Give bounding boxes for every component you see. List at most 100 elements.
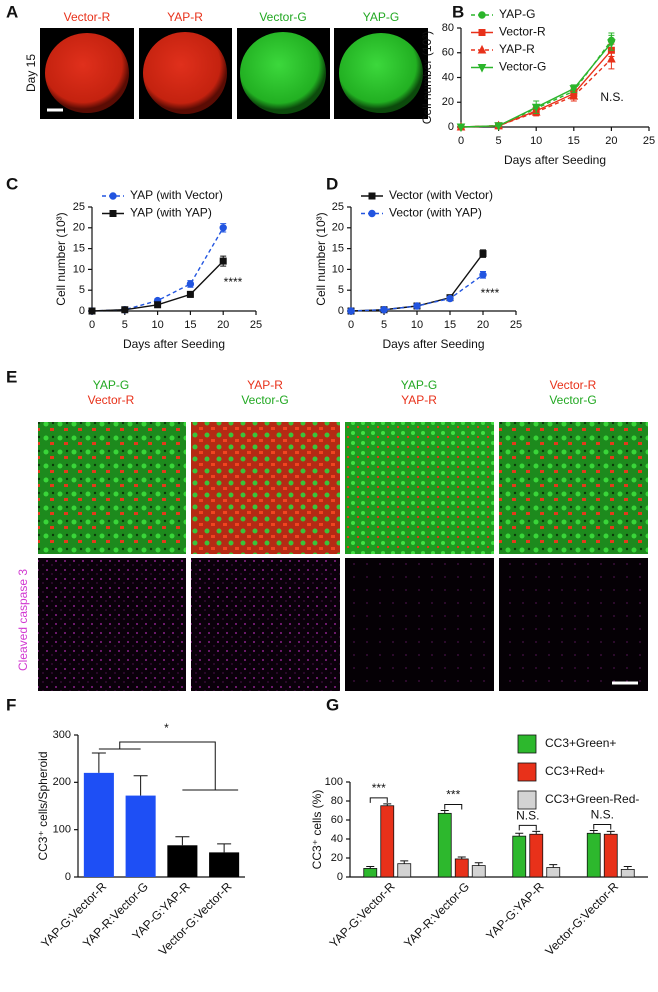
column-label: YAP-G bbox=[401, 378, 437, 392]
legend-swatch bbox=[517, 734, 537, 754]
x-tick-label: YAP-G:YAP-R bbox=[483, 879, 547, 943]
legend-label: Vector-R bbox=[499, 25, 546, 39]
panel-label: D bbox=[326, 174, 338, 193]
data-point bbox=[569, 90, 579, 100]
error-bar bbox=[133, 775, 148, 796]
significance-bracket bbox=[518, 824, 537, 831]
annotation: * bbox=[164, 721, 169, 735]
error-bar bbox=[217, 843, 232, 853]
error-bar bbox=[606, 830, 615, 835]
column-label: YAP-R bbox=[247, 378, 283, 392]
x-tick-label: 5 bbox=[381, 319, 387, 331]
panel-label: G bbox=[326, 695, 339, 714]
x-tick-label: 0 bbox=[89, 319, 95, 331]
y-axis-title: Cell number (10³) bbox=[420, 31, 434, 124]
legend-label: Vector-G bbox=[499, 60, 546, 74]
row-label: Day 15 bbox=[24, 54, 38, 92]
column-label: Vector-G bbox=[241, 393, 288, 407]
y-tick-label: 5 bbox=[79, 284, 85, 296]
bar bbox=[454, 858, 469, 878]
y-tick-label: 60 bbox=[442, 47, 454, 59]
legend-marker bbox=[109, 210, 117, 217]
y-axis-title: CC3⁺ cells (%) bbox=[310, 790, 324, 870]
annotation: **** bbox=[481, 286, 500, 300]
data-point bbox=[479, 271, 487, 279]
data-point bbox=[607, 39, 616, 48]
y-tick-label: 40 bbox=[331, 833, 343, 845]
panel-label: C bbox=[6, 174, 18, 193]
bar bbox=[437, 812, 452, 878]
data-point bbox=[479, 250, 487, 258]
y-tick-label: 25 bbox=[332, 201, 344, 213]
y-tick-label: 20 bbox=[442, 96, 454, 108]
x-tick-label: YAP-G:Vector-R bbox=[327, 879, 398, 950]
error-bar bbox=[549, 864, 558, 868]
bar bbox=[83, 772, 114, 877]
annotation: *** bbox=[372, 781, 386, 795]
annotation: N.S. bbox=[516, 809, 539, 823]
y-tick-label: 0 bbox=[337, 871, 343, 883]
spheroid bbox=[339, 33, 423, 113]
y-tick-label: 10 bbox=[332, 263, 344, 275]
significance-bracket bbox=[444, 804, 463, 810]
data-point bbox=[186, 290, 194, 298]
bar bbox=[586, 832, 601, 878]
y-tick-label: 5 bbox=[338, 284, 344, 296]
data-point bbox=[121, 306, 129, 314]
bar bbox=[363, 868, 378, 878]
legend-swatch bbox=[517, 790, 537, 810]
bar bbox=[546, 867, 561, 878]
bar bbox=[380, 805, 395, 878]
x-tick-label: YAP-R:Vector-G bbox=[401, 879, 472, 950]
data-point bbox=[607, 53, 616, 63]
error-bar bbox=[91, 752, 106, 773]
y-tick-label: 0 bbox=[448, 121, 454, 133]
data-point bbox=[380, 306, 388, 314]
x-tick-label: 10 bbox=[530, 135, 542, 147]
image bbox=[345, 558, 494, 691]
x-tick-label: 15 bbox=[184, 319, 196, 331]
annotation: *** bbox=[446, 788, 460, 802]
bar bbox=[620, 869, 635, 878]
column-label: Vector-G bbox=[259, 10, 306, 24]
error-bar bbox=[175, 836, 190, 846]
legend-marker bbox=[477, 64, 487, 73]
data-point bbox=[186, 280, 195, 288]
legend-label: YAP-G bbox=[499, 7, 535, 21]
image bbox=[345, 422, 494, 554]
x-tick-label: 25 bbox=[510, 319, 522, 331]
y-axis-title: Cell number (10³) bbox=[54, 212, 68, 305]
y-tick-label: 20 bbox=[73, 222, 85, 234]
x-tick-label: 0 bbox=[348, 319, 354, 331]
significance-bracket bbox=[369, 797, 388, 803]
image bbox=[38, 422, 186, 554]
image bbox=[499, 422, 648, 554]
data-point bbox=[569, 85, 579, 94]
bar bbox=[529, 833, 544, 878]
y-tick-label: 20 bbox=[332, 222, 344, 234]
y-tick-label: 15 bbox=[73, 243, 85, 255]
legend-marker bbox=[109, 192, 117, 200]
error-bar bbox=[474, 862, 483, 866]
x-tick-label: 20 bbox=[477, 319, 489, 331]
significance-bracket bbox=[593, 823, 612, 830]
legend-marker bbox=[368, 192, 376, 200]
legend-label: CC3+Green-Red- bbox=[545, 792, 639, 806]
bar bbox=[603, 833, 618, 878]
data-point bbox=[347, 307, 355, 315]
bar bbox=[471, 865, 486, 878]
legend-label: CC3+Green+ bbox=[545, 736, 616, 750]
y-tick-label: 80 bbox=[442, 22, 454, 34]
column-label: YAP-R bbox=[167, 10, 203, 24]
annotation: **** bbox=[224, 275, 243, 289]
y-tick-label: 25 bbox=[73, 201, 85, 213]
x-tick-label: Vector-G:Vector-R bbox=[542, 879, 621, 958]
error-bar bbox=[400, 860, 409, 864]
y-tick-label: 15 bbox=[332, 243, 344, 255]
error-bar bbox=[440, 810, 449, 814]
spheroid bbox=[45, 33, 129, 113]
data-point bbox=[88, 307, 96, 315]
x-tick-label: 20 bbox=[217, 319, 229, 331]
data-point bbox=[531, 103, 541, 113]
confocal-images bbox=[38, 422, 648, 691]
